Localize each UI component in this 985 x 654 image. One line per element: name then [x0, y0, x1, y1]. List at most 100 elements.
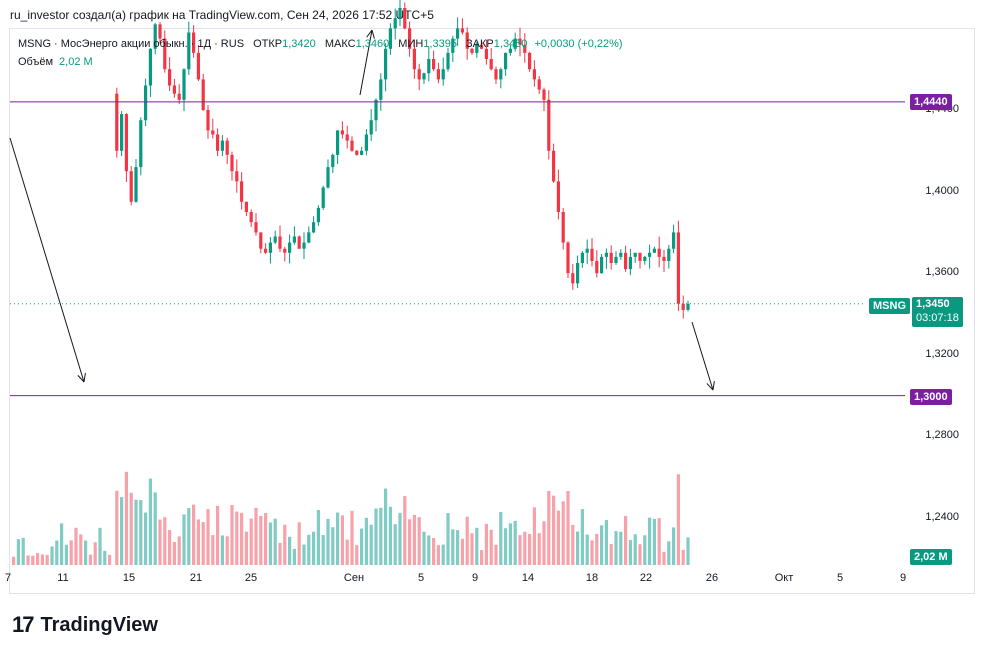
candle: [144, 78, 148, 127]
candle: [638, 252, 642, 269]
date-tick: 7: [4, 572, 12, 584]
volume-bar: [336, 512, 340, 565]
candle: [456, 17, 460, 46]
volume-bar: [36, 553, 40, 565]
volume-bar: [657, 518, 661, 565]
volume-bar: [201, 522, 205, 565]
volume-bar: [21, 537, 25, 565]
candle: [628, 248, 632, 276]
volume-bar: [312, 531, 316, 565]
candle: [624, 245, 628, 272]
candle: [158, 22, 162, 44]
volume-bar: [158, 519, 162, 565]
volume-bar: [153, 492, 157, 565]
price-tick: 1,3200: [925, 347, 959, 360]
volume-bar: [177, 536, 181, 565]
volume-bar: [326, 518, 330, 565]
volume-bar: [360, 528, 364, 565]
volume-bar: [220, 535, 224, 565]
volume-bar: [393, 524, 397, 565]
chart-caption: ru_investor создал(а) график на TradingV…: [10, 8, 434, 22]
candle: [614, 251, 618, 265]
candle: [489, 47, 493, 71]
candle: [268, 237, 272, 264]
volume-bar: [134, 499, 138, 565]
legend-low-label: МИН: [398, 38, 424, 50]
candle: [225, 137, 229, 164]
date-tick: 22: [639, 572, 653, 584]
volume-bar: [74, 527, 78, 565]
volume-bar: [441, 544, 445, 565]
volume-bar: [633, 534, 637, 565]
volume-bar: [321, 534, 325, 565]
volume-bar: [638, 544, 642, 565]
volume-bar: [244, 531, 248, 565]
candle: [523, 33, 527, 63]
candle: [508, 44, 512, 56]
candle: [254, 213, 258, 236]
volume-bar: [254, 507, 258, 565]
date-tick: 14: [521, 572, 535, 584]
candle: [398, 0, 402, 26]
volume-bars: [12, 471, 690, 565]
volume-bar: [259, 515, 263, 565]
volume-bar: [268, 522, 272, 565]
candle: [499, 67, 503, 89]
candle: [484, 39, 488, 65]
date-tick: 25: [244, 572, 258, 584]
volume-bar: [292, 548, 296, 565]
candle: [412, 39, 416, 79]
candle: [556, 169, 560, 220]
legend-volume-value: 2,02 M: [59, 56, 93, 68]
volume-bar: [307, 534, 311, 565]
volume-bar: [619, 531, 623, 565]
volume-bar: [542, 521, 546, 565]
candle: [657, 236, 661, 268]
candle: [307, 226, 311, 244]
volume-bar: [686, 537, 690, 565]
candle: [206, 104, 210, 139]
volume-bar: [480, 550, 484, 565]
legend-high-label: МАКС: [324, 38, 356, 50]
volume-bar: [302, 544, 306, 565]
volume-bar: [273, 518, 277, 565]
candle: [182, 68, 186, 112]
volume-bar: [50, 546, 54, 565]
tradingview-logo[interactable]: 17 TradingView: [12, 612, 158, 638]
volume-bar: [489, 529, 493, 565]
volume-bar: [388, 506, 392, 565]
volume-bar: [168, 530, 172, 565]
candle: [187, 21, 191, 75]
volume-bar: [40, 554, 44, 565]
volume-bar: [120, 497, 124, 565]
volume-bar: [580, 509, 584, 565]
price-tick: 1,3600: [925, 266, 959, 279]
candle: [312, 216, 316, 234]
candle: [451, 35, 455, 62]
volume-bar: [196, 519, 200, 565]
candle: [672, 224, 676, 254]
price-tick: 1,2800: [925, 429, 959, 442]
horizontal-levels: [10, 101, 905, 397]
volume-bar: [288, 536, 292, 565]
volume-bar: [552, 495, 556, 565]
volume-bar: [79, 534, 83, 565]
candle: [345, 125, 349, 149]
candle: [518, 27, 522, 57]
candle: [139, 117, 143, 176]
candle: [196, 44, 200, 82]
trend-arrows: [9, 29, 715, 391]
candle: [230, 151, 234, 181]
volume-bar: [84, 540, 88, 565]
volume-bar: [614, 531, 618, 565]
volume-bar: [297, 522, 301, 565]
legend: MSNG · МосЭнерго акции обыкн. · 1Д · RUS…: [18, 35, 623, 71]
candle: [235, 159, 239, 193]
volume-bar: [628, 540, 632, 565]
candle: [249, 209, 253, 228]
volume-bar: [206, 509, 210, 565]
candle: [288, 234, 292, 264]
candle: [216, 128, 220, 157]
candle: [441, 57, 445, 86]
